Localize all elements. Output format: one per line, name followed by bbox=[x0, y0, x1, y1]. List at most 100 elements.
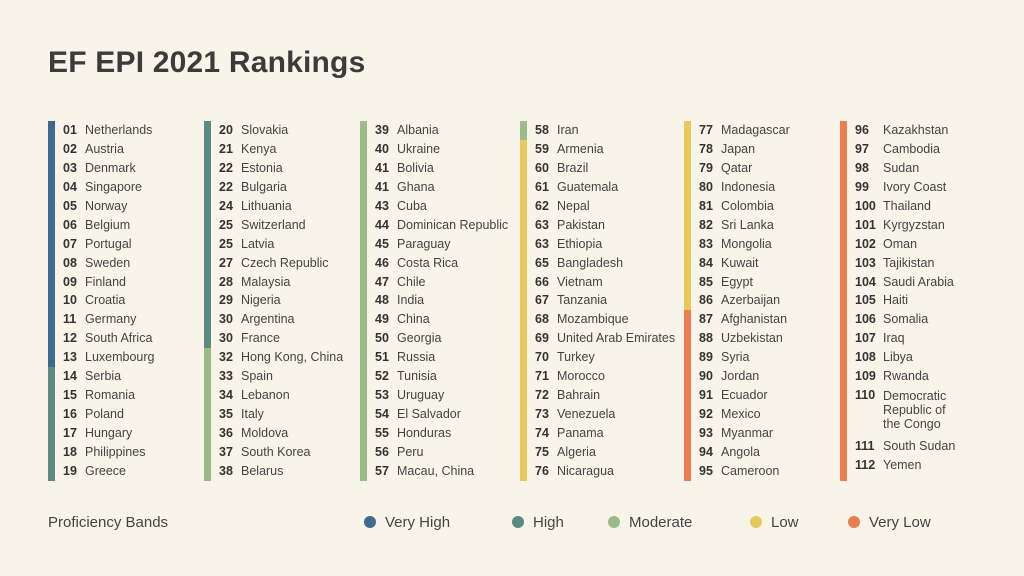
rank-number: 04 bbox=[63, 179, 77, 194]
country-name: Bulgaria bbox=[241, 179, 287, 194]
ranking-row: 01 Netherlands bbox=[63, 121, 213, 140]
rank-number: 53 bbox=[375, 388, 389, 403]
ranking-row: 17 Hungary bbox=[63, 424, 213, 443]
ranking-row: 75 Algeria bbox=[535, 443, 685, 462]
ranking-row: 103 Tajikistan bbox=[855, 254, 1005, 273]
ranking-row: 83 Mongolia bbox=[699, 235, 849, 254]
country-name: Algeria bbox=[557, 444, 596, 459]
rank-number: 87 bbox=[699, 312, 713, 327]
rank-number: 74 bbox=[535, 426, 549, 440]
country-name: Mongolia bbox=[721, 236, 772, 251]
country-name: Azerbaijan bbox=[721, 293, 781, 308]
rank-number: 94 bbox=[699, 444, 713, 459]
country-name: Mexico bbox=[721, 407, 761, 422]
ranking-list: 58 Iran 59 Armenia 60 Brazil 61 Guatemala 62 Nepa… bbox=[535, 121, 685, 481]
ranking-row: 03 Denmark bbox=[63, 159, 213, 178]
country-name: Belarus bbox=[241, 463, 284, 478]
rank-number: 60 bbox=[535, 160, 549, 175]
country-name: United Arab Emirates bbox=[557, 331, 676, 346]
ranking-row: 39 Albania bbox=[375, 121, 525, 140]
ranking-row: 92 Mexico bbox=[699, 405, 849, 424]
ranking-row: 49 China bbox=[375, 310, 525, 329]
ranking-row: 51 Russia bbox=[375, 348, 525, 367]
rank-number: 103 bbox=[855, 255, 876, 270]
rank-number: 52 bbox=[375, 369, 389, 384]
ranking-column: 01 Netherlands 02 Austria 03 Denmark 04 Singapo… bbox=[48, 121, 198, 481]
rank-number: 16 bbox=[63, 407, 77, 422]
rank-number: 28 bbox=[219, 274, 233, 289]
ranking-row: 02 Austria bbox=[63, 140, 213, 159]
country-name: Honduras bbox=[397, 426, 452, 440]
rank-number: 12 bbox=[63, 331, 77, 346]
rank-number: 49 bbox=[375, 312, 389, 327]
ranking-row: 91 Ecuador bbox=[699, 386, 849, 405]
country-name: Kuwait bbox=[721, 255, 759, 270]
ranking-row: 76 Nicaragua bbox=[535, 462, 685, 481]
rank-number: 11 bbox=[63, 312, 77, 327]
legend-dot-icon bbox=[750, 516, 762, 528]
ranking-row: 74 Panama bbox=[535, 424, 685, 443]
ranking-row: 71 Morocco bbox=[535, 367, 685, 386]
ranking-row: 07 Portugal bbox=[63, 235, 213, 254]
ranking-row: 98 Sudan bbox=[855, 159, 1005, 178]
ranking-row: 45 Paraguay bbox=[375, 235, 525, 254]
country-name: Croatia bbox=[85, 293, 126, 308]
page-title: EF EPI 2021 Rankings bbox=[48, 46, 366, 79]
rank-number: 112 bbox=[855, 458, 876, 473]
country-name: Netherlands bbox=[85, 123, 153, 137]
ranking-row: 27 Czech Republic bbox=[219, 254, 369, 273]
country-name: Latvia bbox=[241, 236, 275, 251]
ranking-row: 56 Peru bbox=[375, 443, 525, 462]
rank-number: 101 bbox=[855, 217, 876, 232]
country-name: Slovakia bbox=[241, 123, 289, 137]
rank-number: 33 bbox=[219, 369, 233, 384]
country-name: Philippines bbox=[85, 444, 146, 459]
rank-number: 95 bbox=[699, 463, 713, 478]
ranking-row: 16 Poland bbox=[63, 405, 213, 424]
country-name: Kyrgyzstan bbox=[883, 217, 945, 232]
ranking-row: 06 Belgium bbox=[63, 216, 213, 235]
ranking-row: 70 Turkey bbox=[535, 348, 685, 367]
ranking-row: 68 Mozambique bbox=[535, 310, 685, 329]
ranking-row: 104 Saudi Arabia bbox=[855, 273, 1005, 292]
ranking-row: 61 Guatemala bbox=[535, 178, 685, 197]
country-name: Jordan bbox=[721, 369, 760, 384]
rank-number: 107 bbox=[855, 331, 876, 346]
ranking-row: 87 Afghanistan bbox=[699, 310, 849, 329]
rank-number: 30 bbox=[219, 331, 233, 346]
rank-number: 70 bbox=[535, 350, 549, 365]
band-bar-high bbox=[204, 121, 211, 349]
band-bar-moderate bbox=[204, 348, 211, 481]
country-name: Democratic Republic of the Congo bbox=[883, 389, 947, 432]
rank-number: 59 bbox=[535, 141, 549, 156]
ranking-row: 15 Romania bbox=[63, 386, 213, 405]
ranking-row: 79 Qatar bbox=[699, 159, 849, 178]
ranking-row: 84 Kuwait bbox=[699, 254, 849, 273]
rank-number: 44 bbox=[375, 217, 389, 232]
rank-number: 102 bbox=[855, 236, 876, 251]
rank-number: 54 bbox=[375, 407, 389, 422]
legend-item-very-low: Very Low bbox=[848, 514, 931, 531]
ranking-row: 63 Ethiopia bbox=[535, 235, 685, 254]
country-name: Afghanistan bbox=[721, 312, 788, 327]
rank-number: 91 bbox=[699, 388, 713, 403]
ranking-row: 97 Cambodia bbox=[855, 140, 1005, 159]
country-name: Ecuador bbox=[721, 388, 768, 403]
country-name: Ethiopia bbox=[557, 236, 603, 251]
rank-number: 36 bbox=[219, 426, 233, 440]
ranking-row: 94 Angola bbox=[699, 443, 849, 462]
rank-number: 73 bbox=[535, 407, 549, 422]
ranking-row: 28 Malaysia bbox=[219, 273, 369, 292]
legend-label: Low bbox=[771, 514, 799, 531]
country-name: Czech Republic bbox=[241, 255, 329, 270]
rank-number: 13 bbox=[63, 350, 77, 365]
country-name: Luxembourg bbox=[85, 350, 155, 365]
legend-item-moderate: Moderate bbox=[608, 514, 692, 531]
country-name: Peru bbox=[397, 444, 424, 459]
country-name: Venezuela bbox=[557, 407, 616, 422]
country-name: Denmark bbox=[85, 160, 136, 175]
country-name: Nigeria bbox=[241, 293, 281, 308]
ranking-row: 30 France bbox=[219, 329, 369, 348]
ranking-row: 18 Philippines bbox=[63, 443, 213, 462]
country-name: Finland bbox=[85, 274, 126, 289]
